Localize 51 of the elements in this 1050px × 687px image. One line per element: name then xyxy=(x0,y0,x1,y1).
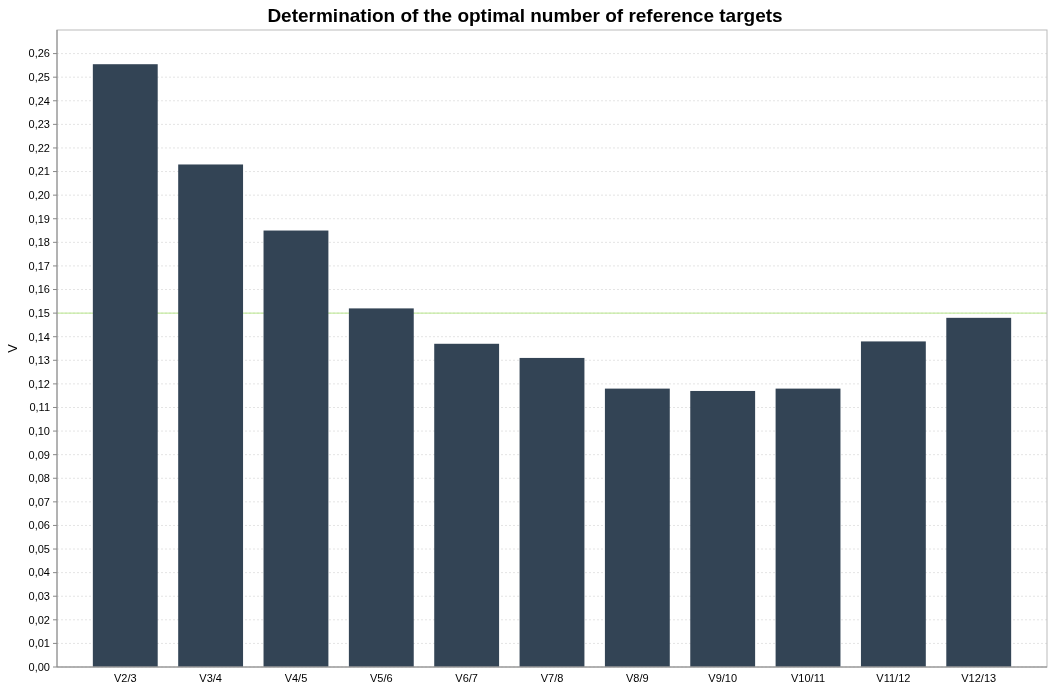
y-tick-label: 0,08 xyxy=(28,472,50,485)
bar xyxy=(604,388,670,667)
y-tick-label: 0,04 xyxy=(28,566,50,579)
y-tick-label: 0,10 xyxy=(28,424,50,437)
x-tick-label: V7/8 xyxy=(540,672,564,684)
bar xyxy=(348,308,414,667)
y-axis-title: V xyxy=(5,343,20,353)
bar xyxy=(860,341,926,667)
y-tick-label: 0,20 xyxy=(28,189,50,201)
y-tick-label: 0,18 xyxy=(28,236,50,249)
x-tick-label: V10/11 xyxy=(791,672,826,684)
y-tick-label: 0,17 xyxy=(28,259,50,272)
bar xyxy=(263,230,329,667)
y-tick-label: 0,11 xyxy=(29,401,50,414)
x-tick-label: V5/6 xyxy=(369,672,393,684)
y-tick-label: 0,19 xyxy=(28,212,50,225)
y-tick-label: 0,13 xyxy=(28,354,50,367)
x-tick-label: V12/13 xyxy=(961,672,997,684)
y-tick-label: 0,24 xyxy=(28,94,50,107)
y-tick-label: 0,00 xyxy=(28,660,50,673)
y-tick-label: 0,21 xyxy=(28,165,50,178)
y-tick-label: 0,25 xyxy=(28,71,50,84)
y-tick-label: 0,16 xyxy=(28,283,50,296)
y-tick-label: 0,22 xyxy=(28,141,50,154)
bar xyxy=(690,390,756,667)
y-tick-label: 0,14 xyxy=(28,330,50,343)
bar xyxy=(519,357,585,667)
y-tick-label: 0,23 xyxy=(28,118,50,131)
x-tick-label: V6/7 xyxy=(455,672,478,684)
bar xyxy=(92,64,158,667)
y-tick-label: 0,26 xyxy=(28,47,50,60)
y-tick-label: 0,07 xyxy=(28,495,50,508)
y-tick-label: 0,15 xyxy=(28,306,50,319)
x-tick-label: V2/3 xyxy=(113,672,137,684)
x-tick-label: V3/4 xyxy=(199,672,222,684)
y-tick-label: 0,05 xyxy=(28,542,50,555)
y-tick-label: 0,01 xyxy=(28,637,50,650)
bar xyxy=(775,388,841,667)
y-tick-label: 0,09 xyxy=(28,448,50,461)
y-tick-label: 0,12 xyxy=(28,377,50,390)
x-tick-label: V11/12 xyxy=(876,672,911,684)
chart-title: Determination of the optimal number of reference targets xyxy=(267,5,783,26)
bar xyxy=(434,343,500,667)
y-tick-label: 0,02 xyxy=(28,613,50,626)
bar xyxy=(178,164,244,667)
y-tick-label: 0,03 xyxy=(28,590,50,603)
x-tick-label: V9/10 xyxy=(708,672,738,684)
y-tick-label: 0,06 xyxy=(28,519,50,532)
x-tick-label: V4/5 xyxy=(284,672,308,684)
x-tick-label: V8/9 xyxy=(626,672,649,684)
bar xyxy=(946,317,1012,667)
